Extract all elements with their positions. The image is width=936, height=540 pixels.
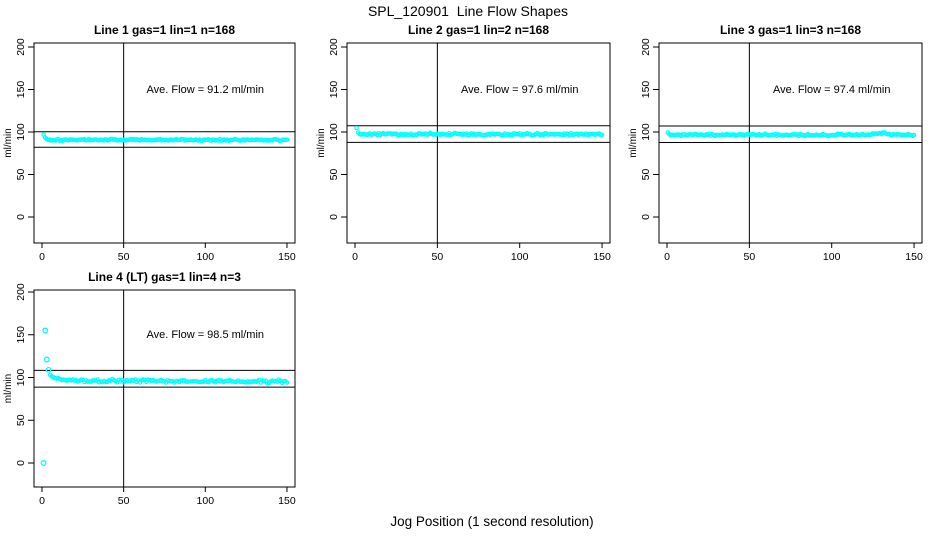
panel-title-line-3: Line 3 gas=1 lin=3 n=168 [720, 23, 861, 37]
y-tick-label: 50 [15, 414, 27, 426]
y-tick-label: 150 [640, 81, 652, 99]
data-point [284, 380, 290, 385]
data-points-line-4 [40, 327, 290, 466]
x-tick-label: 100 [197, 495, 215, 507]
y-tick-label: 50 [328, 169, 340, 181]
x-tick-label: 150 [593, 251, 611, 263]
y-tick-label: 200 [15, 38, 27, 56]
panel-title-line-4: Line 4 (LT) gas=1 lin=4 n=3 [88, 270, 241, 284]
y-tick-label: 150 [15, 326, 27, 344]
plot-box [33, 42, 296, 244]
y-axis-unit-label: ml/min [628, 128, 639, 157]
y-axis-unit-label: ml/min [316, 128, 327, 157]
y-tick-label: 100 [15, 123, 27, 141]
avg-flow-annotation: Ave. Flow = 91.2 ml/min [147, 84, 264, 96]
x-tick-label: 100 [511, 251, 529, 263]
y-tick-label: 100 [640, 123, 652, 141]
panel-title-line-2: Line 2 gas=1 lin=2 n=168 [408, 23, 549, 37]
avg-flow-annotation: Ave. Flow = 98.5 ml/min [147, 329, 264, 341]
y-tick-label: 0 [328, 214, 340, 220]
y-tick-label: 100 [328, 123, 340, 141]
data-point [911, 132, 917, 138]
panel-title-line-1: Line 1 gas=1 lin=1 n=168 [94, 23, 235, 37]
plot-box [658, 42, 923, 244]
y-axis-unit-label: ml/min [3, 374, 14, 403]
x-tick-label: 150 [278, 251, 296, 263]
outlier-point [40, 460, 47, 466]
x-tick-label: 0 [39, 495, 45, 507]
y-axis-unit-label: ml/min [3, 128, 14, 157]
x-tick-label: 0 [352, 251, 358, 263]
outlier-point [43, 356, 50, 363]
y-tick-label: 200 [328, 38, 340, 56]
data-point [354, 125, 359, 131]
data-point [599, 132, 605, 138]
outlier-point [45, 366, 52, 373]
avg-flow-annotation: Ave. Flow = 97.4 ml/min [773, 84, 890, 96]
x-tick-label: 50 [744, 251, 756, 263]
y-tick-label: 200 [15, 283, 27, 301]
plot-box [33, 289, 296, 488]
panel-line-1: Line 1 gas=1 lin=1 n=168 0 50 100 150 0 50 100 1… [3, 23, 296, 263]
data-points-line-1 [41, 132, 290, 144]
x-tick-label: 50 [118, 251, 130, 263]
panel-line-2: Line 2 gas=1 lin=2 n=168 0 50 100 150 0 50 100 1… [316, 23, 611, 263]
x-tick-label: 50 [432, 251, 444, 263]
x-tick-label: 100 [197, 251, 215, 263]
data-points-line-2 [354, 125, 605, 138]
main-title: SPL_120901 Line Flow Shapes [367, 3, 569, 19]
y-tick-label: 200 [640, 38, 652, 56]
y-tick-label: 0 [15, 460, 27, 466]
x-tick-label: 150 [905, 251, 923, 263]
data-point [284, 137, 290, 142]
x-tick-label: 150 [278, 495, 296, 507]
y-tick-label: 0 [15, 214, 27, 220]
avg-flow-annotation: Ave. Flow = 97.6 ml/min [461, 84, 578, 96]
y-tick-label: 150 [328, 81, 340, 99]
x-tick-label: 0 [39, 251, 45, 263]
plot-box [346, 42, 611, 244]
panel-line-4: Line 4 (LT) gas=1 lin=4 n=3 0 50 100 150 0 50 1… [3, 270, 296, 507]
x-tick-label: 50 [118, 495, 130, 507]
y-tick-label: 50 [15, 169, 27, 181]
x-tick-label: 0 [664, 251, 670, 263]
y-tick-label: 0 [640, 214, 652, 220]
y-tick-label: 150 [15, 81, 27, 99]
y-tick-label: 50 [640, 169, 652, 181]
panel-line-3: Line 3 gas=1 lin=3 n=168 0 50 100 150 0 50 100 1… [628, 23, 923, 263]
x-axis-label: Jog Position (1 second resolution) [390, 514, 594, 529]
y-tick-label: 100 [15, 369, 27, 387]
data-points-line-3 [665, 130, 917, 139]
outlier-point [42, 327, 49, 334]
x-tick-label: 100 [823, 251, 841, 263]
